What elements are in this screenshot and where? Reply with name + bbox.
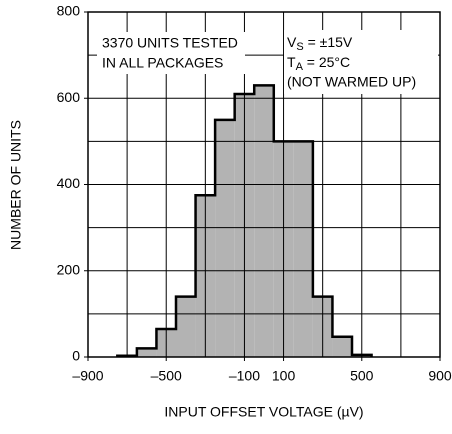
x-axis-label: INPUT OFFSET VOLTAGE (µV) xyxy=(164,404,363,420)
annotation-sub: A xyxy=(296,61,304,73)
x-tick-label: –100 xyxy=(229,368,260,384)
x-tick-label: 500 xyxy=(350,368,374,384)
bar xyxy=(293,141,313,357)
annotation-bg xyxy=(284,30,438,94)
x-tick-label: 900 xyxy=(428,368,452,384)
annotation-main: T xyxy=(287,54,296,70)
annotation-rest: = ±15V xyxy=(304,34,353,50)
annotation-bg xyxy=(97,32,245,74)
y-tick-label: 200 xyxy=(57,261,81,277)
annotation: 3370 UNITS TESTED xyxy=(102,35,238,51)
bar xyxy=(176,296,196,357)
x-tick-label: –500 xyxy=(151,368,182,384)
annotation: (NOT WARMED UP) xyxy=(287,74,416,90)
y-axis-label: NUMBER OF UNITS xyxy=(8,120,24,250)
annotation: IN ALL PACKAGES xyxy=(102,55,223,71)
y-tick-label: 400 xyxy=(57,175,81,191)
bar xyxy=(215,119,235,357)
x-tick-label: 100 xyxy=(272,368,296,384)
y-tick-label: 600 xyxy=(57,89,81,105)
histogram-outline xyxy=(116,84,373,357)
y-tick-label: 800 xyxy=(57,3,81,19)
annotation-rest: = 25°C xyxy=(303,54,350,70)
bar xyxy=(254,85,274,357)
bar xyxy=(136,348,157,357)
x-tick-label: –900 xyxy=(72,368,103,384)
y-tick-label: 0 xyxy=(72,348,80,364)
annotation-sub: S xyxy=(296,41,303,53)
annotation: TA = 25°C xyxy=(287,54,350,73)
annotation: VS = ±15V xyxy=(287,34,353,53)
bar xyxy=(332,336,352,357)
annotation-main: V xyxy=(287,34,297,50)
